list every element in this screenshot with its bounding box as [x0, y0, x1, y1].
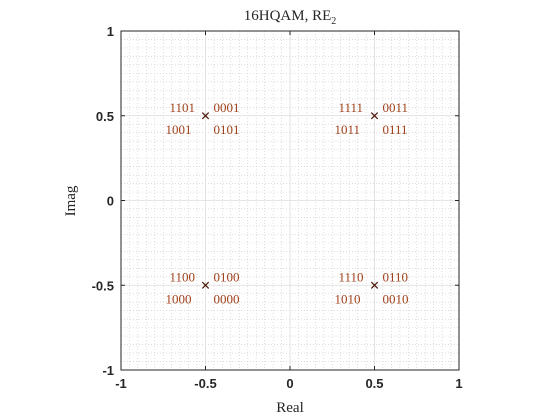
x-tick-label: -1 — [115, 376, 127, 391]
y-tick-label: 1 — [107, 24, 114, 39]
point-label: 1011 — [335, 122, 361, 137]
x-tick-label: -0.5 — [194, 376, 216, 391]
point-label: 1000 — [166, 291, 192, 306]
x-axis-label: Real — [276, 400, 304, 416]
y-tick-label: 0 — [107, 194, 114, 209]
point-label: 0001 — [214, 100, 240, 115]
point-marker — [201, 112, 210, 120]
constellation-point: 1101 0001 1001 0101 — [166, 100, 240, 137]
point-label: 1111 — [339, 100, 364, 115]
point-label: 1101 — [170, 100, 196, 115]
point-label: 0000 — [214, 291, 240, 306]
data-points: 1101 0001 1001 0101 1111 0011 1011 0111 1100 0100… — [166, 100, 409, 307]
point-label: 0101 — [214, 122, 240, 137]
x-tick-label: 0.5 — [365, 376, 383, 391]
axis-ticks: -1 -0.5 0 0.5 1 -1 -0.5 0 0.5 1 — [92, 24, 463, 391]
point-label: 1001 — [166, 122, 192, 137]
constellation-point: 1110 0110 1010 0010 — [335, 269, 409, 306]
point-label: 1100 — [170, 269, 196, 284]
point-label: 1010 — [335, 291, 361, 306]
y-axis-label: Imag — [63, 185, 79, 216]
point-marker — [201, 281, 210, 289]
point-marker — [370, 112, 379, 120]
constellation-point: 1100 0100 1000 0000 — [166, 269, 240, 306]
chart-title: 16HQAM, RE2 — [244, 8, 337, 27]
point-label: 1110 — [339, 269, 364, 284]
point-label: 0111 — [383, 122, 408, 137]
y-tick-label: -0.5 — [92, 278, 114, 293]
x-tick-label: 1 — [455, 376, 462, 391]
point-label: 0110 — [383, 269, 409, 284]
y-tick-label: -1 — [102, 363, 114, 378]
point-label: 0100 — [214, 269, 240, 284]
constellation-point: 1111 0011 1011 0111 — [335, 100, 409, 137]
x-tick-label: 0 — [286, 376, 293, 391]
point-label: 0010 — [383, 291, 409, 306]
point-label: 0011 — [383, 100, 409, 115]
y-tick-label: 0.5 — [96, 109, 114, 124]
point-marker — [370, 281, 379, 289]
